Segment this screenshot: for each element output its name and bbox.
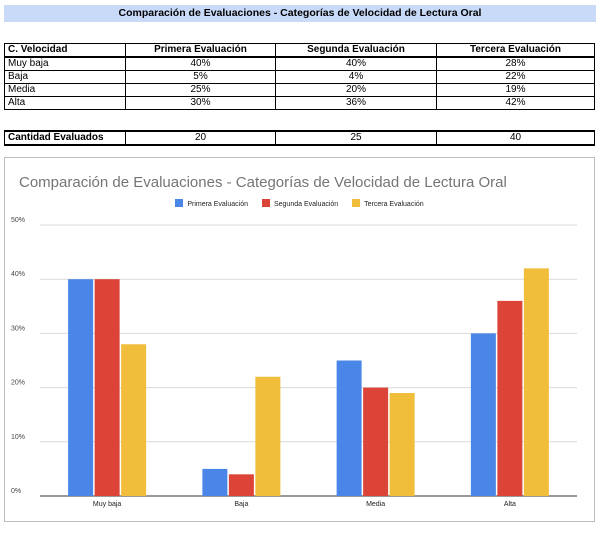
legend-swatch bbox=[175, 199, 184, 207]
table-row: Alta 30% 36% 42% bbox=[4, 96, 595, 110]
table-header-cell[interactable]: Segunda Evaluación bbox=[275, 43, 437, 58]
count-cell[interactable]: 25 bbox=[275, 130, 437, 146]
table-header-row: C. Velocidad Primera Evaluación Segunda … bbox=[4, 43, 595, 58]
legend-swatch bbox=[352, 199, 361, 207]
bar bbox=[202, 468, 228, 496]
legend-label: Primera Evaluación bbox=[187, 201, 249, 208]
table-cell[interactable]: 42% bbox=[436, 96, 595, 110]
bar bbox=[336, 360, 362, 496]
count-label-cell[interactable]: Cantidad Evaluados bbox=[4, 130, 126, 146]
table-cell[interactable]: 40% bbox=[125, 56, 276, 71]
x-tick-label: Muy baja bbox=[93, 501, 122, 508]
table-row: Media 25% 20% 19% bbox=[4, 83, 595, 97]
chart-legend: Primera Evaluación Segunda Evaluación Te… bbox=[5, 199, 594, 208]
x-tick-label: Media bbox=[366, 501, 385, 508]
y-tick-label: 30% bbox=[11, 325, 25, 332]
bar-chart: 0% 10% 20% 30% 40% 50% Muy baja Baja Media Alta bbox=[11, 217, 577, 508]
table-cell[interactable]: 22% bbox=[436, 70, 595, 84]
table-cell[interactable]: 19% bbox=[436, 83, 595, 97]
y-tick-label: 40% bbox=[11, 271, 25, 278]
legend-swatch bbox=[261, 199, 270, 207]
x-tick-label: Baja bbox=[234, 501, 248, 508]
table-cell[interactable]: Baja bbox=[4, 70, 126, 84]
count-row: Cantidad Evaluados 20 25 40 bbox=[4, 130, 595, 146]
y-tick-label: 0% bbox=[11, 488, 21, 495]
count-table: Cantidad Evaluados 20 25 40 bbox=[4, 130, 595, 146]
table-header-cell[interactable]: Primera Evaluación bbox=[125, 43, 276, 58]
bar bbox=[68, 279, 94, 496]
table-cell[interactable]: Alta bbox=[4, 96, 126, 110]
chart-container[interactable]: Comparación de Evaluaciones - Categorías… bbox=[4, 157, 595, 522]
x-tick-label: Alta bbox=[504, 501, 516, 508]
bar bbox=[94, 279, 120, 496]
table-header-cell[interactable]: C. Velocidad bbox=[4, 43, 126, 58]
table-header-cell[interactable]: Tercera Evaluación bbox=[436, 43, 595, 58]
bar bbox=[389, 393, 415, 496]
legend-label: Segunda Evaluación bbox=[273, 201, 339, 208]
y-tick-label: 20% bbox=[11, 380, 25, 387]
table-cell[interactable]: 36% bbox=[275, 96, 437, 110]
table-cell[interactable]: 5% bbox=[125, 70, 276, 84]
legend-item: Tercera Evaluación bbox=[352, 199, 424, 208]
table-row: Muy baja 40% 40% 28% bbox=[4, 56, 595, 71]
bar bbox=[363, 387, 389, 496]
table-cell[interactable]: Muy baja bbox=[4, 56, 126, 71]
count-cell[interactable]: 40 bbox=[436, 130, 595, 146]
bar bbox=[470, 333, 496, 496]
bar bbox=[121, 344, 147, 496]
legend-label: Tercera Evaluación bbox=[364, 201, 424, 208]
y-tick-label: 50% bbox=[11, 217, 25, 224]
table-cell[interactable]: 30% bbox=[125, 96, 276, 110]
table-cell[interactable]: 4% bbox=[275, 70, 437, 84]
bar bbox=[228, 474, 254, 496]
bar bbox=[523, 268, 549, 496]
count-cell[interactable]: 20 bbox=[125, 130, 276, 146]
table-cell[interactable]: 20% bbox=[275, 83, 437, 97]
table-cell[interactable]: 25% bbox=[125, 83, 276, 97]
evaluation-table: C. Velocidad Primera Evaluación Segunda … bbox=[4, 43, 595, 110]
bar bbox=[497, 300, 523, 496]
legend-item: Segunda Evaluación bbox=[261, 199, 339, 208]
bar bbox=[255, 376, 281, 496]
sheet-title: Comparación de Evaluaciones - Categorías… bbox=[4, 5, 596, 22]
legend-item: Primera Evaluación bbox=[175, 199, 248, 208]
table-cell[interactable]: 28% bbox=[436, 56, 595, 71]
chart-title: Comparación de Evaluaciones - Categorías… bbox=[19, 174, 507, 191]
y-tick-label: 10% bbox=[11, 434, 25, 441]
table-cell[interactable]: Media bbox=[4, 83, 126, 97]
table-row: Baja 5% 4% 22% bbox=[4, 70, 595, 84]
table-cell[interactable]: 40% bbox=[275, 56, 437, 71]
